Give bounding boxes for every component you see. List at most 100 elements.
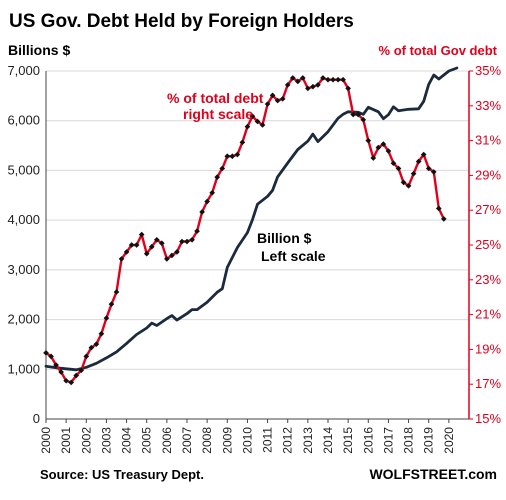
percent-data-point (158, 240, 165, 247)
percent-data-point (118, 256, 125, 262)
percent-series-line (44, 76, 445, 384)
billion-annotation-line2: Left scale (261, 248, 326, 264)
percent-data-point (320, 75, 326, 81)
percent-data-point (259, 122, 266, 128)
left-axis-ticks: 0 1,000 2,000 3,000 4,000 5,000 6,000 7,000 (7, 63, 40, 426)
right-tick-label: 35% (475, 63, 501, 78)
percent-data-point (194, 228, 200, 234)
percent-data-point (400, 179, 407, 186)
percent-data-point (435, 205, 442, 212)
left-tick-label: 1,000 (7, 361, 40, 376)
percent-data-point (103, 315, 110, 321)
percent-data-point (325, 76, 331, 83)
percent-data-point (113, 289, 120, 295)
right-tick-label: 27% (475, 202, 501, 217)
percent-data-point (425, 165, 432, 172)
percent-data-point (395, 165, 402, 172)
percent-data-point (88, 344, 95, 351)
left-tick-label: 5,000 (7, 162, 40, 177)
x-tick-label: 2004 (120, 427, 134, 454)
left-tick-label: 2,000 (7, 312, 40, 327)
percent-data-point (209, 189, 216, 196)
right-axis-ticks: 15% 17% 19% 21% 23% 25% 27% 29% 31% 33% 35% (469, 63, 501, 426)
percent-data-point (244, 123, 251, 130)
percent-data-point (174, 249, 180, 255)
percent-data-point (420, 151, 427, 158)
percent-data-point (108, 301, 115, 307)
percent-data-point (315, 82, 321, 88)
percent-data-point (73, 372, 80, 379)
percent-data-point (98, 330, 105, 337)
billions-series-line (44, 66, 459, 372)
right-tick-label: 23% (475, 272, 501, 287)
percent-data-point (430, 169, 437, 175)
percent-data-point (310, 83, 316, 90)
percent-data-point (63, 377, 69, 384)
right-tick-label: 33% (475, 98, 501, 113)
right-tick-label: 15% (475, 411, 501, 426)
percent-data-point (360, 116, 367, 123)
percent-data-point (294, 78, 301, 85)
percent-data-point (143, 250, 150, 257)
percent-data-point (375, 144, 382, 151)
chart-title: US Gov. Debt Held by Foreign Holders (9, 11, 354, 32)
billion-annotation-line1: Billion $ (257, 230, 312, 246)
percent-data-point (138, 231, 145, 238)
x-tick-label: 2003 (99, 427, 113, 454)
left-tick-label: 7,000 (7, 63, 40, 78)
right-tick-label: 29% (475, 167, 501, 182)
x-tick-label: 2000 (39, 427, 53, 454)
percent-data-point (219, 165, 226, 172)
percent-data-point (214, 174, 221, 180)
x-tick-label: 2015 (341, 427, 355, 454)
percent-data-point (264, 101, 271, 107)
percent-data-point (224, 153, 231, 160)
percent-data-point (204, 198, 210, 205)
percent-data-point (164, 256, 170, 262)
percent-data-point (405, 183, 412, 189)
x-tick-label: 2019 (422, 427, 436, 454)
source-note: Source: US Treasury Dept. (40, 467, 204, 482)
percent-data-point (269, 92, 276, 99)
left-axis-label: Billions $ (8, 42, 70, 58)
percent-data-point (415, 158, 422, 165)
x-tick-label: 2013 (301, 427, 315, 454)
percent-data-point (123, 249, 130, 255)
percent-data-point (279, 96, 286, 102)
percent-data-point (93, 341, 100, 348)
x-tick-label: 2011 (261, 427, 275, 453)
x-tick-label: 2001 (59, 427, 73, 454)
x-tick-label: 2010 (240, 427, 254, 454)
percent-annotation-line1: % of total debt (167, 90, 264, 106)
series-layer (43, 66, 459, 386)
percent-data-point (184, 238, 190, 245)
percent-data-point (169, 252, 175, 259)
percent-data-point (340, 76, 346, 83)
percent-data-point (330, 76, 336, 83)
x-tick-label: 2002 (79, 427, 93, 454)
percent-data-point (365, 137, 372, 144)
percent-data-point (199, 209, 205, 215)
percent-data-point (229, 153, 236, 160)
percent-data-point (189, 236, 195, 243)
right-tick-label: 31% (475, 133, 501, 148)
x-tick-label: 2007 (180, 427, 194, 454)
right-tick-label: 25% (475, 237, 501, 252)
percent-annotation-line2: right scale (183, 106, 253, 122)
percent-data-point (440, 216, 447, 222)
percent-data-point (370, 155, 377, 161)
x-tick-label: 2020 (442, 427, 456, 454)
percent-data-point (68, 379, 75, 386)
percent-data-point (78, 367, 85, 374)
x-tick-label: 2014 (321, 427, 335, 454)
left-tick-label: 4,000 (7, 212, 40, 227)
percent-data-point (83, 353, 90, 360)
percent-data-point (133, 242, 140, 248)
left-tick-label: 3,000 (7, 262, 40, 277)
x-tick-label: 2009 (220, 427, 234, 454)
x-axis-ticks: 2000 2001 2002 2003 2004 2005 2006 2007 2008 2009… (39, 419, 456, 454)
percent-data-point (299, 75, 306, 81)
x-tick-label: 2006 (160, 427, 174, 454)
percent-data-point (179, 238, 185, 245)
